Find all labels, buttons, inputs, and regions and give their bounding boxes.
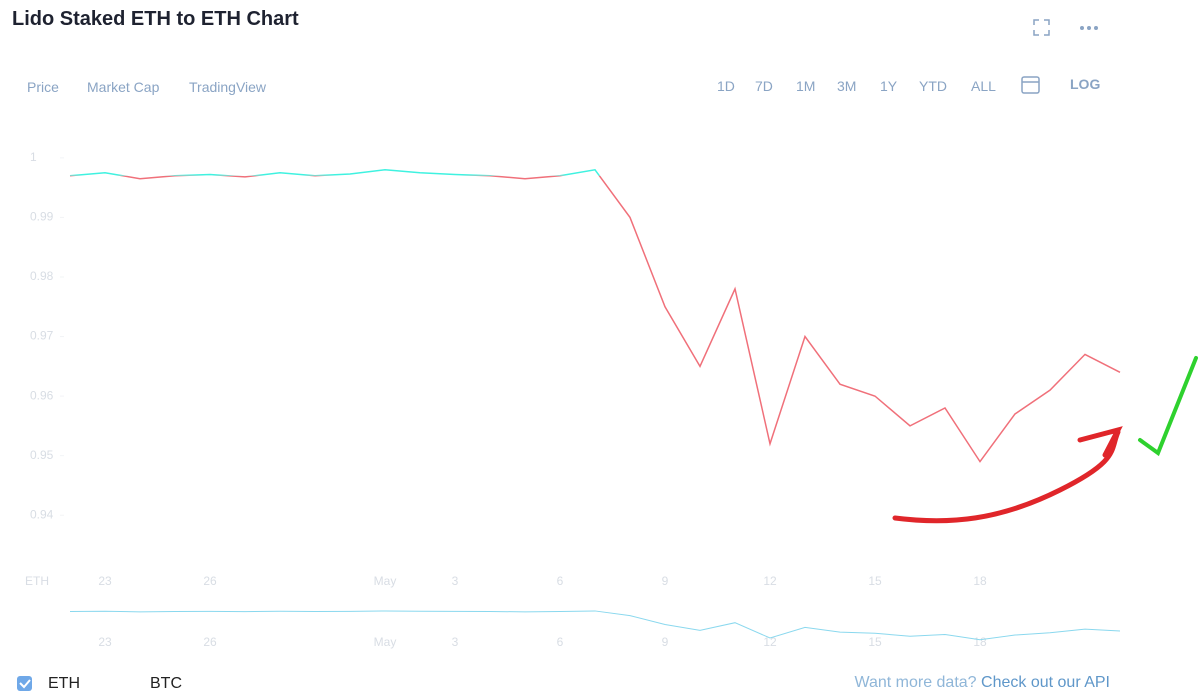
icons [1021,19,1050,94]
y-tick-label: 0.94 [30,507,54,521]
navigator-line [69,610,1121,641]
x-tick-label: 9 [662,574,669,588]
api-note: Want more data? Check out our API [854,674,1110,692]
x-tick-label: 6 [557,574,564,588]
range-button[interactable]: 1D [717,78,735,94]
range-button[interactable]: ALL [971,78,996,94]
x-tick-label: 26 [203,574,217,588]
range-button[interactable]: 1Y [880,78,898,94]
tab[interactable]: TradingView [189,79,267,95]
nav-tick-label: 9 [662,635,669,649]
nav-tick-label: 18 [973,635,987,649]
x-tick-label: 3 [452,574,459,588]
annotation-arrow [892,426,1123,524]
legend-item[interactable]: ETH [48,675,80,692]
annotation-check [1138,356,1198,457]
y-tick-label: 0.98 [30,269,54,283]
x-tick-label: 23 [98,574,112,588]
nav-tick-label: May [374,635,397,649]
nav-tick-label: 12 [763,635,777,649]
legend-checkbox[interactable] [17,676,32,691]
line-above [69,168,601,176]
range-button[interactable]: 7D [755,78,773,94]
x-tick-label: May [374,574,397,588]
x-tick-label: 15 [868,574,882,588]
y-tick-label: 0.99 [30,210,54,224]
log-button[interactable]: LOG [1070,76,1101,92]
y-tick-label: 0.95 [30,448,54,462]
tab[interactable]: Price [27,79,59,95]
title: Lido Staked ETH to ETH Chart [12,8,299,30]
x-tick-label: 18 [973,574,987,588]
nav-tick-label: 6 [557,635,564,649]
y-tick-label: 1 [30,150,37,164]
legend-item[interactable]: BTC [150,675,182,692]
y-axis-label: ETH [25,574,49,588]
y-tick-label: 0.97 [30,329,54,343]
api-link[interactable]: Check out our API [981,674,1110,691]
x-tick-label: 12 [763,574,777,588]
range-button[interactable]: 3M [837,78,857,94]
nav-tick-label: 23 [98,635,112,649]
nav-tick-label: 3 [452,635,459,649]
tab[interactable]: Market Cap [87,79,160,95]
nav-tick-label: 26 [203,635,217,649]
line-below [70,175,1121,463]
check [19,679,31,689]
range-button[interactable]: YTD [919,78,947,94]
range-button[interactable]: 1M [796,78,816,94]
y-tick-label: 0.96 [30,388,54,402]
api-text: Want more data? [854,674,977,691]
more-icon[interactable] [1080,26,1098,30]
nav-tick-label: 15 [868,635,882,649]
